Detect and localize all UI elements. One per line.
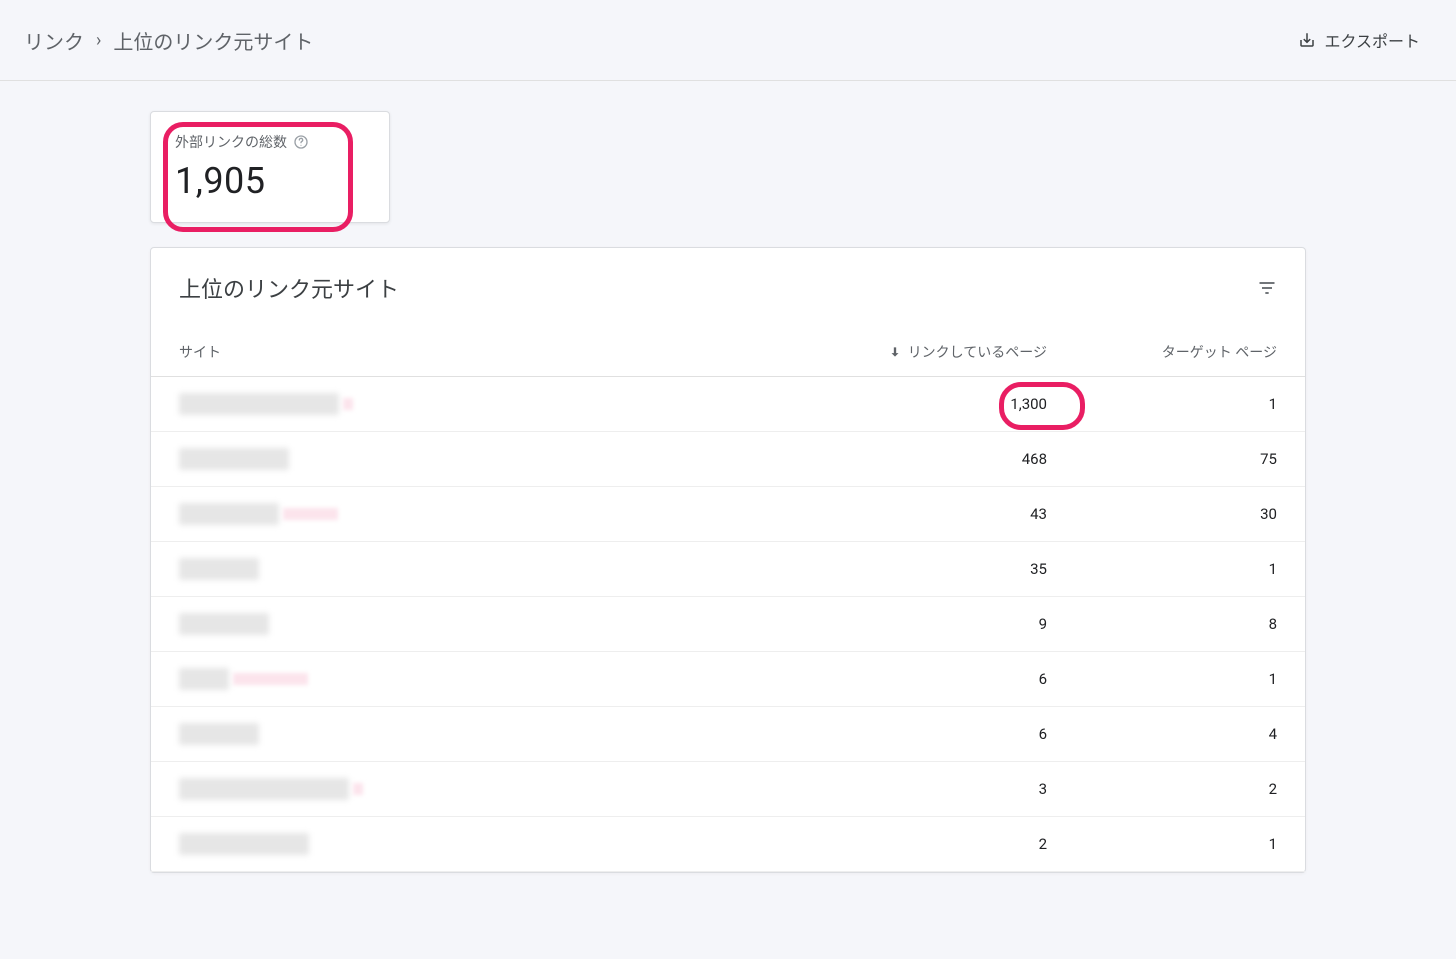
- column-header-linking-pages[interactable]: リンクしているページ: [787, 342, 1047, 362]
- cell-site: [179, 613, 787, 635]
- table-card: 上位のリンク元サイト サイト リンクしているページ ターゲット ページ 1,30…: [150, 247, 1306, 873]
- arrow-down-icon: [888, 345, 902, 359]
- content-area: 外部リンクの総数 1,905 上位のリンク元サイト サイト リンクしているページ: [0, 81, 1456, 873]
- breadcrumb-root-link[interactable]: リンク: [24, 26, 84, 55]
- cell-site: [179, 448, 787, 470]
- cell-linking-pages: 35: [787, 560, 1047, 578]
- cell-linking-pages: 43: [787, 505, 1047, 523]
- cell-target-pages: 4: [1047, 725, 1277, 743]
- download-icon: [1298, 31, 1316, 49]
- cell-site: [179, 778, 787, 800]
- table-row[interactable]: 98: [151, 597, 1305, 652]
- redacted-site-name: [179, 833, 309, 855]
- cell-linking-pages: 3: [787, 780, 1047, 798]
- redacted-site-name: [179, 558, 259, 580]
- redacted-site-name: [179, 723, 259, 745]
- table-title: 上位のリンク元サイト: [179, 272, 399, 304]
- cell-target-pages: 75: [1047, 450, 1277, 468]
- table-column-headers: サイト リンクしているページ ターゲット ページ: [151, 328, 1305, 376]
- redacted-pink-segment: [343, 398, 353, 410]
- filter-icon[interactable]: [1257, 278, 1277, 298]
- cell-linking-pages: 6: [787, 725, 1047, 743]
- redacted-site-name: [179, 778, 349, 800]
- redacted-pink-segment: [353, 783, 363, 795]
- redacted-site-name: [179, 503, 279, 525]
- chevron-right-icon: ›: [96, 30, 101, 51]
- cell-target-pages: 30: [1047, 505, 1277, 523]
- cell-target-pages: 1: [1047, 560, 1277, 578]
- breadcrumb-current: 上位のリンク元サイト: [113, 26, 313, 55]
- column-header-site[interactable]: サイト: [179, 342, 787, 362]
- table-row[interactable]: 61: [151, 652, 1305, 707]
- cell-linking-pages: 6: [787, 670, 1047, 688]
- breadcrumb: リンク › 上位のリンク元サイト: [24, 26, 313, 55]
- cell-linking-pages: 2: [787, 835, 1047, 853]
- cell-linking-pages: 9: [787, 615, 1047, 633]
- cell-target-pages: 1: [1047, 395, 1277, 413]
- table-row[interactable]: 351: [151, 542, 1305, 597]
- summary-value: 1,905: [175, 160, 365, 202]
- table-row[interactable]: 64: [151, 707, 1305, 762]
- page-header: リンク › 上位のリンク元サイト エクスポート: [0, 0, 1456, 81]
- help-icon[interactable]: [293, 134, 309, 150]
- redacted-pink-segment: [283, 508, 338, 520]
- cell-target-pages: 8: [1047, 615, 1277, 633]
- column-header-target-pages[interactable]: ターゲット ページ: [1047, 342, 1277, 362]
- table-row[interactable]: 4330: [151, 487, 1305, 542]
- cell-target-pages: 1: [1047, 835, 1277, 853]
- redacted-site-name: [179, 393, 339, 415]
- table-row[interactable]: 1,3001: [151, 377, 1305, 432]
- cell-site: [179, 393, 787, 415]
- cell-linking-pages: 1,300: [787, 395, 1047, 413]
- export-button[interactable]: エクスポート: [1286, 20, 1432, 60]
- summary-label-row: 外部リンクの総数: [175, 132, 365, 152]
- redacted-site-name: [179, 668, 229, 690]
- redacted-site-name: [179, 613, 269, 635]
- column-header-linking-label: リンクしているページ: [908, 342, 1047, 362]
- redacted-pink-segment: [233, 673, 308, 685]
- table-header: 上位のリンク元サイト: [151, 248, 1305, 328]
- cell-site: [179, 833, 787, 855]
- table-row[interactable]: 21: [151, 817, 1305, 872]
- cell-site: [179, 503, 787, 525]
- cell-site: [179, 558, 787, 580]
- redacted-site-name: [179, 448, 289, 470]
- table-row[interactable]: 46875: [151, 432, 1305, 487]
- table-body: 1,30014687543303519861643221: [151, 376, 1305, 872]
- cell-site: [179, 723, 787, 745]
- table-row[interactable]: 32: [151, 762, 1305, 817]
- cell-target-pages: 1: [1047, 670, 1277, 688]
- summary-label: 外部リンクの総数: [175, 132, 287, 152]
- summary-card: 外部リンクの総数 1,905: [150, 111, 390, 223]
- cell-linking-pages: 468: [787, 450, 1047, 468]
- export-button-label: エクスポート: [1324, 28, 1420, 52]
- cell-site: [179, 668, 787, 690]
- cell-target-pages: 2: [1047, 780, 1277, 798]
